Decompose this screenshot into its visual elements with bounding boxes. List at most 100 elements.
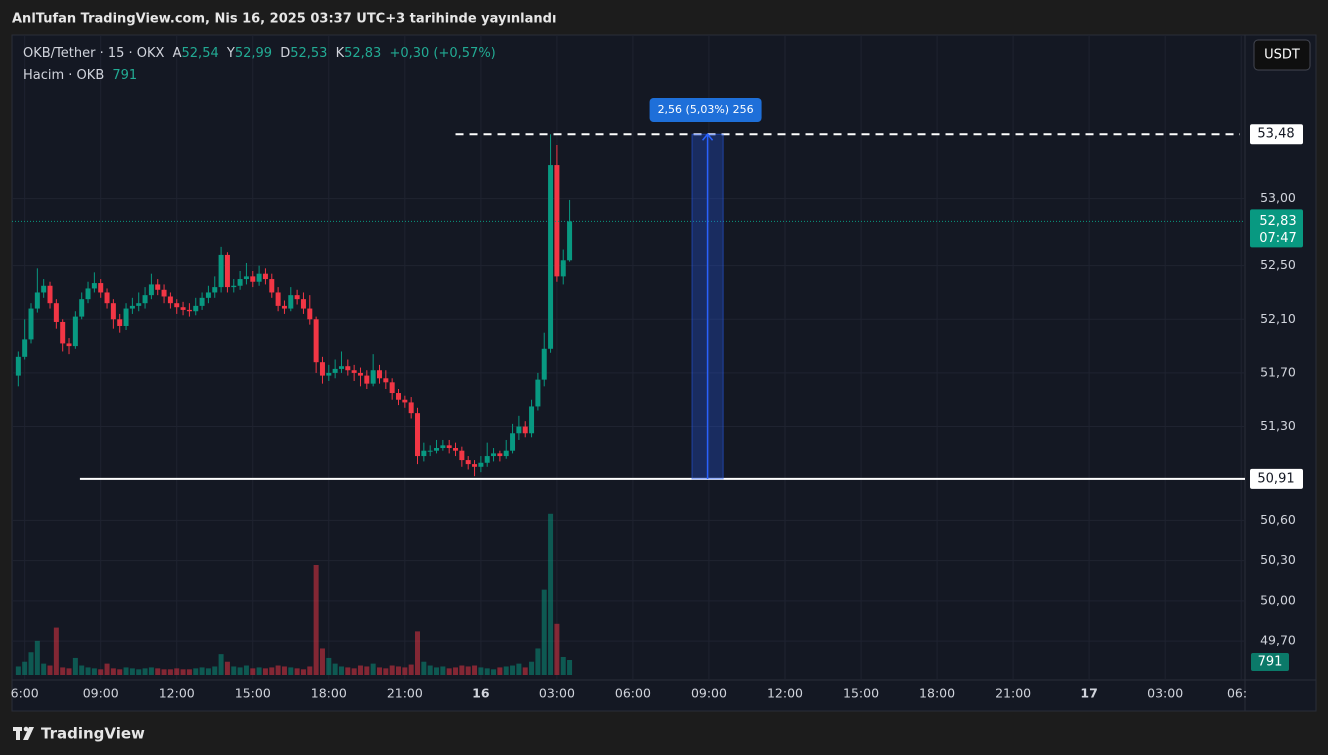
volume-bar: [47, 665, 53, 675]
x-tick-label: 12:00: [767, 686, 803, 701]
legend-value: 52,99: [235, 46, 272, 61]
volume-bar: [541, 589, 547, 675]
volume-bar: [224, 661, 230, 675]
legend-value: 52,53: [290, 46, 327, 61]
volume-bar: [427, 665, 433, 675]
volume-bar: [440, 666, 446, 675]
x-tick-label: 15:00: [843, 686, 879, 701]
x-tick-label: 21:00: [995, 686, 1031, 701]
candle-body: [205, 292, 211, 298]
volume-bar: [415, 631, 421, 675]
candle-body: [53, 303, 59, 322]
volume-bar: [148, 667, 154, 675]
candle-body: [446, 445, 452, 449]
volume-bar: [326, 657, 332, 675]
candle-body: [110, 303, 116, 320]
volume-bar: [98, 669, 104, 675]
candle-body: [560, 260, 566, 277]
candle-body: [85, 288, 91, 300]
plot: 2,56 (5,03%) 256: [12, 98, 1245, 675]
volume-bar: [123, 667, 129, 675]
currency-button[interactable]: [1253, 39, 1311, 71]
candle-body: [256, 273, 262, 282]
candle-body: [459, 450, 465, 461]
volume-bar: [307, 666, 313, 675]
candle-body: [294, 295, 300, 300]
candle-body: [516, 426, 522, 434]
candle-body: [522, 426, 528, 434]
candle-body: [186, 309, 192, 312]
candle-body: [224, 254, 230, 288]
candle-body: [199, 297, 205, 306]
y-tick-label: 51,70: [1260, 364, 1296, 379]
candle-body: [275, 292, 281, 306]
candle-body: [193, 305, 199, 312]
volume-bar: [193, 668, 199, 675]
volume-bar: [231, 666, 237, 675]
candle-body: [104, 292, 110, 304]
candle-body: [376, 370, 382, 379]
candle-body: [503, 450, 509, 457]
candle-body: [60, 321, 66, 344]
candle-body: [22, 339, 28, 357]
candle-body: [427, 450, 433, 452]
dashed-line-label: 53,48: [1257, 127, 1294, 142]
volume-bar: [243, 665, 249, 675]
volume-bar: [491, 669, 497, 675]
candle-body: [161, 289, 167, 297]
candle-body: [129, 305, 135, 309]
x-tick-label: 21:00: [387, 686, 423, 701]
volume-bar: [554, 623, 560, 675]
candle-body: [136, 303, 142, 306]
candle-body: [548, 165, 554, 349]
volume-bar: [459, 665, 465, 675]
header: AnlTufan TradingView.com, Nis 16, 2025 0…: [12, 12, 556, 27]
volume-label: 791: [1258, 654, 1283, 669]
volume-bar: [53, 627, 59, 675]
legend-key: A: [173, 46, 182, 61]
volume-bar: [205, 668, 211, 675]
candle-body: [478, 462, 484, 467]
candle-body: [345, 366, 351, 371]
candle-body: [319, 362, 325, 376]
legend-value: 52,54: [182, 46, 219, 61]
volume-bar: [332, 663, 338, 675]
candle-body: [117, 319, 123, 326]
volume-bar: [142, 668, 148, 675]
volume-bar: [383, 668, 389, 675]
volume-bar: [313, 565, 319, 675]
grid: [12, 35, 1245, 680]
candle-body: [472, 464, 478, 467]
volume-bar: [79, 665, 85, 675]
candle-body: [497, 453, 503, 457]
volume-bar: [104, 663, 110, 675]
footer-logo: [13, 726, 34, 740]
volume-bar: [167, 669, 173, 675]
volume-bar: [281, 666, 287, 675]
legend-value: 52,83: [344, 46, 381, 61]
volume-bar: [497, 667, 503, 675]
volume-bar: [199, 667, 205, 675]
volume-bar: [351, 668, 357, 675]
candle-body: [250, 276, 256, 282]
candle-body: [288, 295, 294, 309]
volume-bar: [218, 654, 224, 675]
legend-change: +0,30 (+0,57%): [389, 46, 495, 61]
x-tick-label: 06:: [1227, 686, 1247, 701]
candle-body: [47, 285, 53, 304]
volume-bar: [269, 667, 275, 675]
currency-label[interactable]: USDT: [1264, 48, 1300, 63]
volume-bar: [22, 661, 28, 675]
candle-body: [453, 448, 459, 451]
candle-body: [180, 307, 186, 310]
candle-body: [434, 448, 440, 451]
volume-bar: [567, 659, 573, 675]
candle-body: [262, 273, 268, 280]
y-tick-label: 50,30: [1260, 552, 1296, 567]
legend-key: Y: [226, 46, 235, 61]
axes: 6:00 09:00 12:00 15:00 18:00 21:00 16 03:00 06:0…: [11, 124, 1303, 701]
legend-key: D: [280, 46, 290, 61]
volume-bar: [237, 667, 243, 675]
volume-bar: [250, 668, 256, 675]
